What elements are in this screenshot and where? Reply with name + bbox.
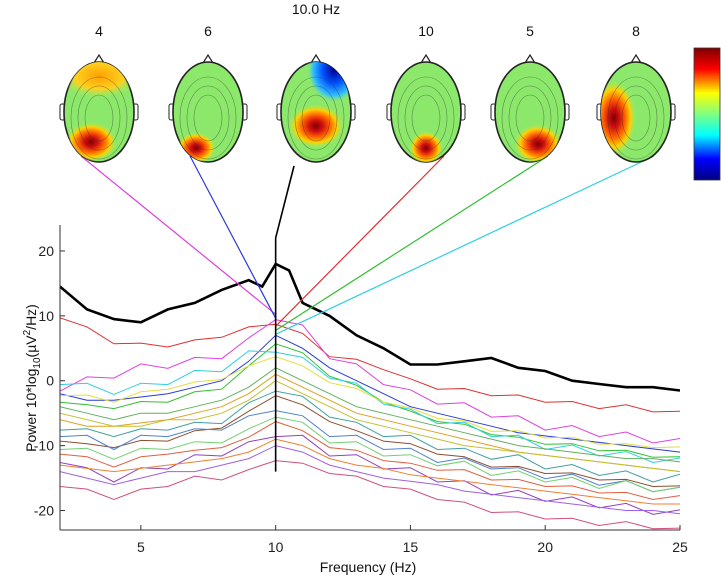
- series-line-8: [60, 434, 680, 515]
- series-line-1: [60, 317, 680, 413]
- contour-line: [301, 94, 331, 142]
- connector-line: [275, 155, 445, 327]
- contour-line: [70, 76, 128, 160]
- series-line-9: [60, 367, 680, 463]
- series-line-11: [60, 410, 680, 493]
- map-blob: [306, 62, 351, 104]
- marker-layer: [80, 155, 655, 472]
- colorbar-gradient: [693, 47, 721, 181]
- series-line-17: [60, 416, 680, 493]
- scalp-map-label: 10.0 Hz: [292, 1, 340, 17]
- scalp-map-label: 5: [526, 23, 534, 39]
- series-line-10: [60, 460, 680, 530]
- nose-shape: [420, 53, 432, 64]
- scalp-map-label: 8: [632, 23, 640, 39]
- nose-shape: [202, 53, 214, 64]
- contour-line: [179, 76, 237, 160]
- scalp-map-label: 4: [95, 23, 103, 39]
- x-tick-label: 15: [403, 539, 419, 555]
- colorbar: [693, 47, 721, 181]
- scalp-map-label: 6: [204, 23, 212, 39]
- scalp-map: 4: [59, 23, 139, 163]
- scalp-maps: 4 6 10.0 Hz 10 5 8: [59, 1, 676, 163]
- contour-line: [294, 85, 338, 151]
- y-tick-label: 20: [38, 243, 54, 259]
- nose-shape: [630, 53, 642, 64]
- y-axis-title: Power 10*log10(µV2/Hz): [22, 304, 43, 452]
- contour-line: [411, 94, 441, 142]
- series-line-16: [60, 356, 680, 449]
- nose-shape: [310, 53, 322, 64]
- series-line-13: [60, 421, 680, 501]
- scalp-map: 5: [490, 23, 570, 163]
- x-tick-label: 10: [268, 539, 284, 555]
- y-tick-label: 0: [46, 373, 54, 389]
- x-tick-label: 5: [137, 539, 145, 555]
- contour-line: [621, 94, 651, 142]
- map-blob: [65, 122, 117, 162]
- series-line-mean: [60, 262, 680, 392]
- map-blob: [288, 104, 344, 148]
- connector-line: [275, 155, 655, 335]
- series-line-2: [60, 319, 680, 444]
- scalp-map-label: 10: [418, 23, 434, 39]
- contour-line: [515, 94, 545, 142]
- series-line-5: [60, 350, 680, 464]
- connector-line: [275, 155, 549, 331]
- map-blob: [514, 124, 562, 162]
- contour-line: [186, 85, 230, 151]
- x-tick-label: 25: [672, 539, 688, 555]
- nose-shape: [93, 53, 105, 64]
- ylabel-part-sup: 2: [22, 329, 33, 335]
- ylabel-part-sub: 10: [32, 357, 43, 369]
- scalp-map: 8: [596, 23, 676, 163]
- contour-line: [193, 94, 223, 142]
- contour-line: [84, 94, 114, 142]
- contour-line: [607, 76, 665, 160]
- series-line-15: [60, 445, 680, 515]
- series-line-14: [60, 390, 680, 483]
- x-axis-title: Frequency (Hz): [320, 559, 416, 575]
- scalp-map: 6: [168, 23, 248, 163]
- series-layer: [60, 262, 680, 530]
- ylabel-part-mid: (µV: [23, 335, 39, 358]
- contour-line: [287, 76, 345, 160]
- scalp-map-fill: [397, 76, 455, 162]
- contour-line: [77, 85, 121, 151]
- y-tick-label: -10: [34, 438, 54, 454]
- x-tick-label: 20: [537, 539, 553, 555]
- contour-line: [404, 85, 448, 151]
- ylabel-part-pre: Power 10*log: [23, 369, 39, 452]
- map-blob: [409, 131, 443, 162]
- contour-line: [614, 85, 658, 151]
- series-line-18: [60, 438, 680, 505]
- ylabel-part-post: /Hz): [23, 304, 39, 330]
- connector-line: [189, 155, 277, 319]
- contour-line: [397, 76, 455, 160]
- nose-shape: [524, 53, 536, 64]
- series-line-12: [60, 380, 680, 473]
- y-tick-label: 10: [38, 308, 54, 324]
- contour-line: [501, 76, 559, 160]
- connector-line: [274, 165, 295, 239]
- series-line-3: [60, 334, 680, 453]
- series-line-7: [60, 395, 680, 488]
- scalp-map: 10.0 Hz: [276, 1, 356, 163]
- contour-line: [508, 85, 552, 151]
- connector-line: [80, 155, 277, 315]
- y-tick-label: -20: [34, 503, 54, 519]
- scalp-map: 10: [386, 23, 466, 163]
